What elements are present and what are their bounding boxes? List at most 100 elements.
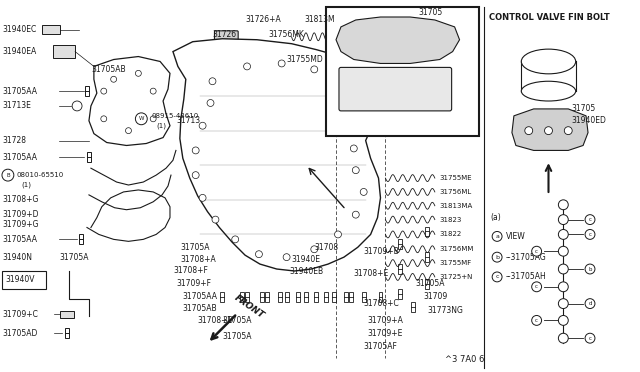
Polygon shape bbox=[336, 17, 460, 64]
Text: a: a bbox=[495, 234, 499, 239]
Text: 31705: 31705 bbox=[418, 7, 442, 17]
Text: 31709+E: 31709+E bbox=[367, 329, 403, 338]
Text: 31725+N: 31725+N bbox=[440, 274, 473, 280]
Bar bbox=[79, 234, 83, 244]
Text: 31709+D: 31709+D bbox=[2, 210, 38, 219]
Text: 31713: 31713 bbox=[176, 116, 200, 125]
Bar bbox=[2, 271, 47, 289]
Circle shape bbox=[532, 246, 541, 256]
Circle shape bbox=[585, 333, 595, 343]
Text: 31940E: 31940E bbox=[292, 254, 321, 264]
Text: 31940EB: 31940EB bbox=[289, 267, 324, 276]
Circle shape bbox=[353, 167, 359, 174]
Bar bbox=[425, 252, 429, 262]
Circle shape bbox=[244, 63, 250, 70]
Circle shape bbox=[564, 127, 572, 135]
Text: 31726+A: 31726+A bbox=[245, 16, 281, 25]
Text: 31728: 31728 bbox=[2, 136, 26, 145]
Circle shape bbox=[278, 60, 285, 67]
Bar bbox=[265, 292, 269, 302]
Text: (a): (a) bbox=[490, 213, 501, 222]
Bar bbox=[278, 292, 282, 302]
Circle shape bbox=[429, 36, 437, 44]
Bar bbox=[87, 153, 91, 162]
Circle shape bbox=[558, 299, 568, 308]
Bar bbox=[344, 292, 348, 302]
Circle shape bbox=[558, 215, 568, 225]
Circle shape bbox=[585, 299, 595, 308]
Bar bbox=[326, 7, 479, 136]
Circle shape bbox=[558, 200, 568, 210]
Bar bbox=[324, 292, 328, 302]
Text: 31773NG: 31773NG bbox=[427, 306, 463, 315]
Circle shape bbox=[429, 86, 436, 93]
Circle shape bbox=[311, 246, 317, 253]
Bar bbox=[362, 292, 365, 302]
Text: 31705AB: 31705AB bbox=[183, 304, 218, 313]
Text: 31705AA: 31705AA bbox=[183, 292, 218, 301]
Circle shape bbox=[525, 127, 532, 135]
Text: 31708+D: 31708+D bbox=[198, 316, 234, 325]
Bar bbox=[398, 289, 402, 299]
Text: 31705A: 31705A bbox=[222, 316, 252, 325]
Text: 31705A: 31705A bbox=[415, 279, 445, 288]
Bar bbox=[425, 279, 429, 289]
Circle shape bbox=[72, 101, 82, 111]
Text: 31705: 31705 bbox=[572, 105, 595, 113]
Ellipse shape bbox=[522, 49, 575, 74]
Circle shape bbox=[558, 315, 568, 326]
Text: 31705AA: 31705AA bbox=[2, 235, 37, 244]
Circle shape bbox=[558, 246, 568, 256]
Text: 31940EC: 31940EC bbox=[2, 25, 36, 34]
Circle shape bbox=[150, 116, 156, 122]
Circle shape bbox=[492, 231, 502, 241]
Circle shape bbox=[350, 36, 358, 44]
Circle shape bbox=[350, 86, 357, 93]
Circle shape bbox=[558, 333, 568, 343]
Text: 31940ED: 31940ED bbox=[572, 116, 606, 125]
Text: 31755ME: 31755ME bbox=[440, 175, 472, 181]
Text: 31708+F: 31708+F bbox=[173, 266, 208, 276]
Bar bbox=[260, 292, 264, 302]
Circle shape bbox=[111, 76, 116, 82]
Bar bbox=[220, 292, 225, 302]
Text: FRONT: FRONT bbox=[232, 294, 266, 320]
Text: 31709+F: 31709+F bbox=[176, 279, 211, 288]
Bar bbox=[349, 292, 353, 302]
Text: c: c bbox=[535, 284, 538, 289]
Text: 31708+G: 31708+G bbox=[2, 195, 38, 204]
Circle shape bbox=[340, 78, 348, 85]
Bar bbox=[42, 25, 60, 34]
Ellipse shape bbox=[522, 81, 575, 101]
Polygon shape bbox=[89, 57, 170, 145]
Bar bbox=[245, 292, 249, 302]
Text: 31708+A: 31708+A bbox=[181, 254, 216, 264]
Text: 31705AA: 31705AA bbox=[2, 87, 37, 96]
Text: 31813M: 31813M bbox=[305, 16, 335, 25]
Circle shape bbox=[207, 100, 214, 106]
Bar bbox=[296, 292, 300, 302]
Circle shape bbox=[492, 272, 502, 282]
Text: 31705AA: 31705AA bbox=[2, 153, 37, 162]
Circle shape bbox=[283, 254, 290, 261]
Text: 31709+C: 31709+C bbox=[2, 310, 38, 319]
Text: c: c bbox=[535, 249, 538, 254]
Text: ^3 7A0 6: ^3 7A0 6 bbox=[445, 355, 484, 365]
Text: 31705AB: 31705AB bbox=[91, 65, 125, 74]
Bar bbox=[398, 239, 402, 249]
Text: (1): (1) bbox=[22, 182, 32, 188]
Circle shape bbox=[410, 86, 417, 93]
Circle shape bbox=[445, 36, 454, 44]
Text: 31709+G: 31709+G bbox=[2, 220, 38, 229]
Circle shape bbox=[2, 169, 14, 181]
Circle shape bbox=[370, 86, 377, 93]
Text: d: d bbox=[588, 301, 592, 306]
Circle shape bbox=[409, 36, 417, 44]
Circle shape bbox=[389, 36, 397, 44]
Text: 31813MA: 31813MA bbox=[440, 203, 473, 209]
Text: 31708+E: 31708+E bbox=[354, 269, 389, 279]
Bar bbox=[332, 292, 336, 302]
Bar bbox=[335, 19, 353, 29]
Text: b: b bbox=[588, 266, 592, 272]
Circle shape bbox=[192, 171, 199, 179]
